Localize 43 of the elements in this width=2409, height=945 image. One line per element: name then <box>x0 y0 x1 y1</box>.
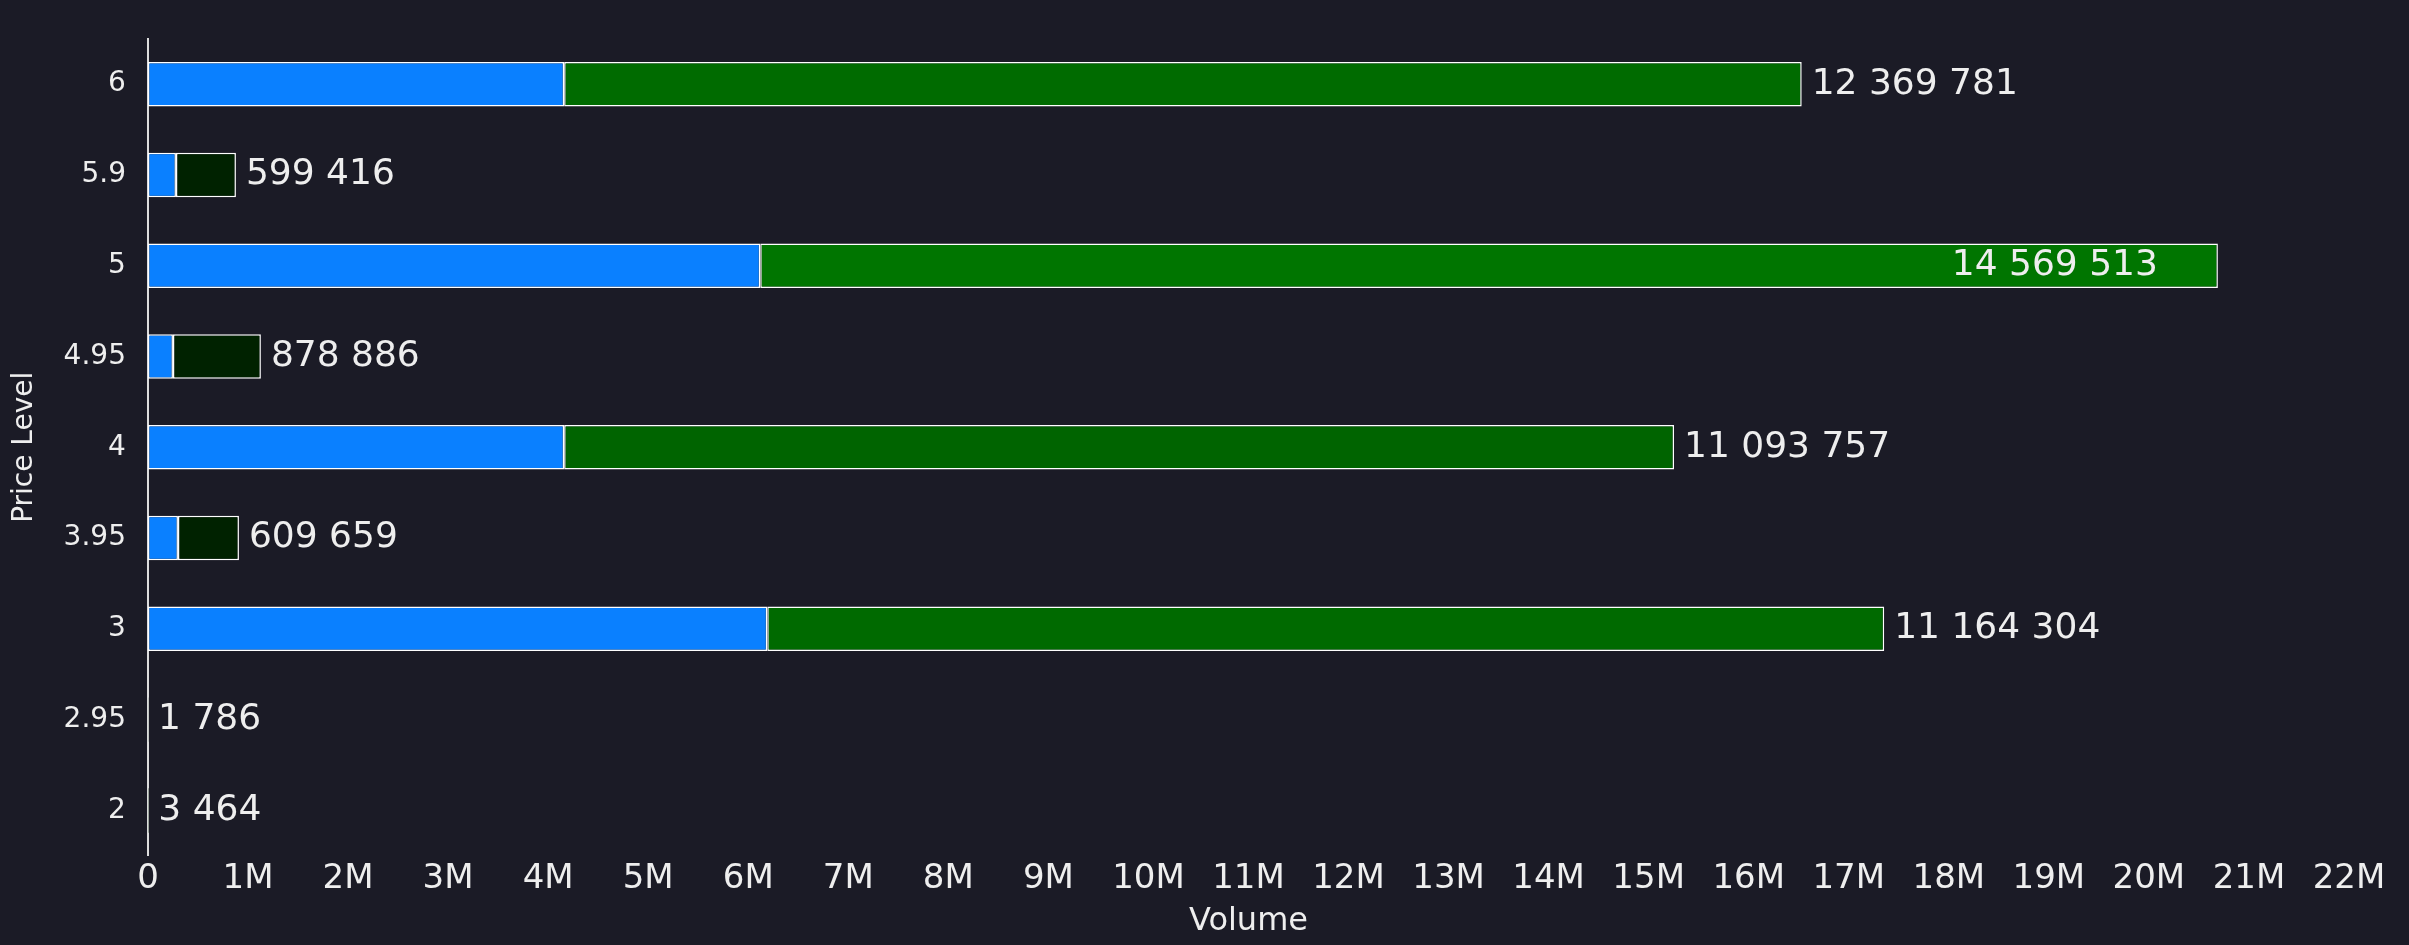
data-label: 599 416 <box>245 151 395 193</box>
x-tick-label: 18M <box>1912 856 1986 897</box>
x-tick-label: 21M <box>2212 856 2286 897</box>
data-label: 11 093 757 <box>1684 423 1891 465</box>
y-tick-label: 3 <box>108 610 126 644</box>
x-tick-label: 5M <box>622 856 674 897</box>
x-tick-label: 8M <box>922 856 974 897</box>
x-tick-label: 12M <box>1312 856 1385 897</box>
y-tick-label: 4 <box>108 428 126 462</box>
x-tick-label: 16M <box>1712 856 1786 897</box>
x-tick-label: 11M <box>1212 856 1285 897</box>
y-tick-label: 4.95 <box>63 337 126 371</box>
y-tick-label: 2.95 <box>63 700 126 734</box>
y-axis-title: Price Level <box>6 371 40 523</box>
y-tick-label: 6 <box>108 65 126 99</box>
data-label: 14 569 513 <box>1951 242 2158 284</box>
data-label: 3 464 <box>158 786 262 828</box>
x-tick-label: 13M <box>1412 856 1485 897</box>
x-tick-label: 10M <box>1112 856 1185 897</box>
x-tick-label: 2M <box>322 856 374 897</box>
x-tick-label: 0 <box>137 856 159 897</box>
y-tick-label: 3.95 <box>63 519 126 553</box>
x-tick-label: 6M <box>722 856 774 897</box>
data-label: 11 164 304 <box>1894 605 2101 647</box>
x-tick-label: 1M <box>222 856 274 897</box>
x-tick-label: 15M <box>1612 856 1685 897</box>
data-label: 609 659 <box>248 514 398 556</box>
x-tick-label: 22M <box>2312 856 2386 897</box>
x-tick-label: 9M <box>1022 856 1074 897</box>
x-tick-label: 4M <box>522 856 574 897</box>
x-tick-label: 7M <box>822 856 874 897</box>
data-label: 1 786 <box>158 695 262 737</box>
x-tick-label: 20M <box>2112 856 2186 897</box>
x-tick-label: 3M <box>422 856 474 897</box>
y-tick-label: 5 <box>108 247 126 281</box>
x-tick-label: 14M <box>1512 856 1585 897</box>
data-label: 878 886 <box>270 332 420 374</box>
x-tick-label: 17M <box>1812 856 1886 897</box>
x-axis-title: Volume <box>1188 900 1308 939</box>
x-tick-label: 19M <box>2012 856 2086 897</box>
data-label: 12 369 781 <box>1811 60 2018 102</box>
y-tick-label: 5.9 <box>81 156 126 190</box>
y-tick-label: 2 <box>108 791 126 825</box>
